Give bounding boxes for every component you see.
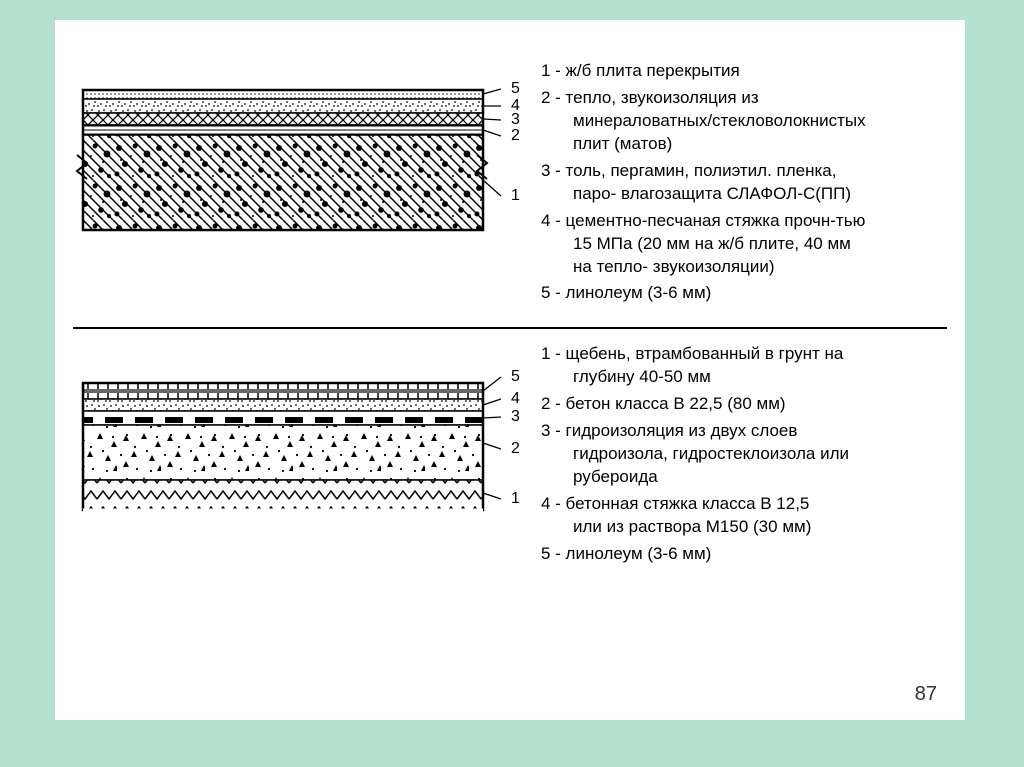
callout-leader [483,180,501,196]
layer-1 [83,135,483,230]
layer-2 [83,125,483,135]
figure-divider [73,327,947,329]
legend-item-3: 3 - толь, пергамин, полиэтил. пленка, пар… [541,160,947,206]
legend-item-text: 5 - линолеум (3-6 мм) [541,283,711,302]
callout-number: 1 [511,187,520,204]
callout-number: 3 [511,408,520,425]
legend-item-text: плит (матов) [541,133,947,156]
layer-1 [83,480,483,510]
legend-item-text: 3 - гидроизоляция из двух слоев [541,421,797,440]
legend-item-text: рубероида [541,466,947,489]
legend-item-text: паро- влагозащита СЛАФОЛ-С(ПП) [541,183,947,206]
callout-leader [483,493,501,499]
legend-item-text: гидроизола, гидростеклоизола или [541,443,947,466]
figure-top-drawing: 54321 [73,60,533,295]
legend-item-text: 1 - щебень, втрамбованный в грунт на [541,344,843,363]
callout-leader [483,377,501,391]
legend-item-text: 4 - цементно-песчаная стяжка прочн-тью [541,211,865,230]
legend-item-text: 1 - ж/б плита перекрытия [541,61,740,80]
figure-top: 54321 1 - ж/б плита перекрытия2 - тепло,… [73,60,947,309]
legend-item-text: 3 - толь, пергамин, полиэтил. пленка, [541,161,836,180]
layer-5 [83,90,483,99]
page-number: 87 [915,683,937,706]
legend-bottom: 1 - щебень, втрамбованный в грунт на глуб… [533,343,947,569]
section-bottom-svg: 5 43 2 1 [73,343,533,573]
legend-item-2: 2 - тепло, звукоизоляция из минераловатны… [541,87,947,156]
legend-item-text: 5 - линолеум (3-6 мм) [541,544,711,563]
callout-leader [483,89,501,94]
figure-bottom: 5 43 2 1 1 - щебень, втрамбованный в грунт … [73,343,947,578]
legend-top: 1 - ж/б плита перекрытия 2 - тепло, звуко… [533,60,947,309]
callout-number: 5 [511,368,520,385]
legend-item-text: на тепло- звукоизоляции) [541,256,947,279]
legend-item-text: 2 - бетон класса В 22,5 (80 мм) [541,394,786,413]
legend-item-1: 1 - ж/б плита перекрытия [541,60,947,83]
callout-leader [483,417,501,418]
callout-leader [483,443,501,449]
legend-item-text: 2 - тепло, звукоизоляция из [541,88,759,107]
figure-bottom-drawing: 5 43 2 1 [73,343,533,578]
layer-4 [83,399,483,411]
callout-leader [483,119,501,120]
layer-3 [83,411,483,425]
legend-item-4: 4 - бетонная стяжка класса В 12,5 или из … [541,493,947,539]
callout-number: 3 [511,111,520,128]
callout-leader [483,399,501,405]
legend-item-5: 5 - линолеум (3-6 мм) [541,543,947,566]
callout-number: 2 [511,440,520,457]
legend-item-text: или из раствора М150 (30 мм) [541,516,947,539]
callout-leader [483,130,501,136]
layer-5 [83,383,483,399]
legend-item-5: 5 - линолеум (3-6 мм) [541,282,947,305]
layer-4 [83,99,483,113]
callout-number: 2 [511,127,520,144]
callout-number: 5 [511,80,520,97]
paper-page: 54321 1 - ж/б плита перекрытия2 - тепло,… [55,20,965,720]
section-top-svg: 54321 [73,60,533,290]
legend-item-2: 2 - бетон класса В 22,5 (80 мм) [541,393,947,416]
legend-item-4: 4 - цементно-песчаная стяжка прочн-тью 15… [541,210,947,279]
legend-item-text: 15 МПа (20 мм на ж/б плите, 40 мм [541,233,947,256]
legend-item-text: 4 - бетонная стяжка класса В 12,5 [541,494,809,513]
legend-item-text: глубину 40-50 мм [541,366,947,389]
callout-number: 1 [511,490,520,507]
layer-3 [83,113,483,125]
legend-item-3: 3 - гидроизоляция из двух слоев гидроизол… [541,420,947,489]
legend-item-1: 1 - щебень, втрамбованный в грунт на глуб… [541,343,947,389]
legend-item-text: минераловатных/стекловолокнистых [541,110,947,133]
layer-2 [83,425,483,480]
callout-number: 4 [511,390,520,407]
